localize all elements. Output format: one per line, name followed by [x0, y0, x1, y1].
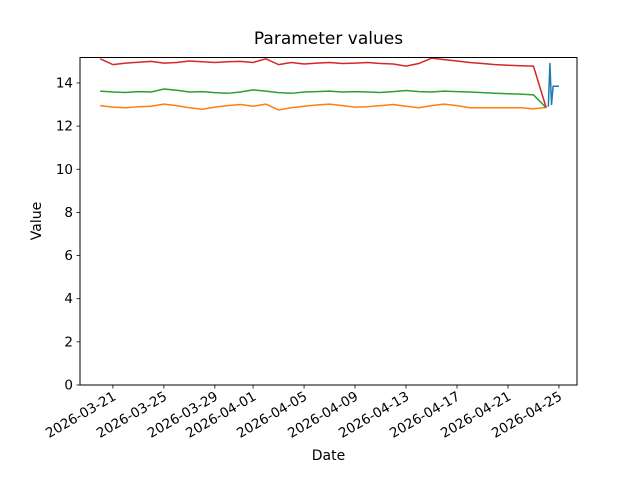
chart-title: Parameter values [253, 29, 404, 49]
y-tick-label: 0 [64, 378, 73, 394]
y-tick-label: 2 [64, 334, 73, 350]
y-tick-label: 4 [64, 291, 73, 307]
series-line-parameter-red [99, 57, 547, 108]
y-tick-label: 12 [56, 119, 73, 135]
series-line-parameter-orange [100, 103, 547, 111]
series-line-parameter-green [100, 88, 547, 109]
x-axis-label: Date [311, 448, 346, 464]
y-tick-label: 6 [64, 248, 73, 264]
y-tick-label: 8 [64, 205, 73, 221]
y-tick-label: 14 [56, 75, 73, 91]
series-line-parameter-blue [547, 62, 559, 107]
y-tick-label: 10 [56, 162, 73, 178]
axes-frame [79, 57, 578, 386]
